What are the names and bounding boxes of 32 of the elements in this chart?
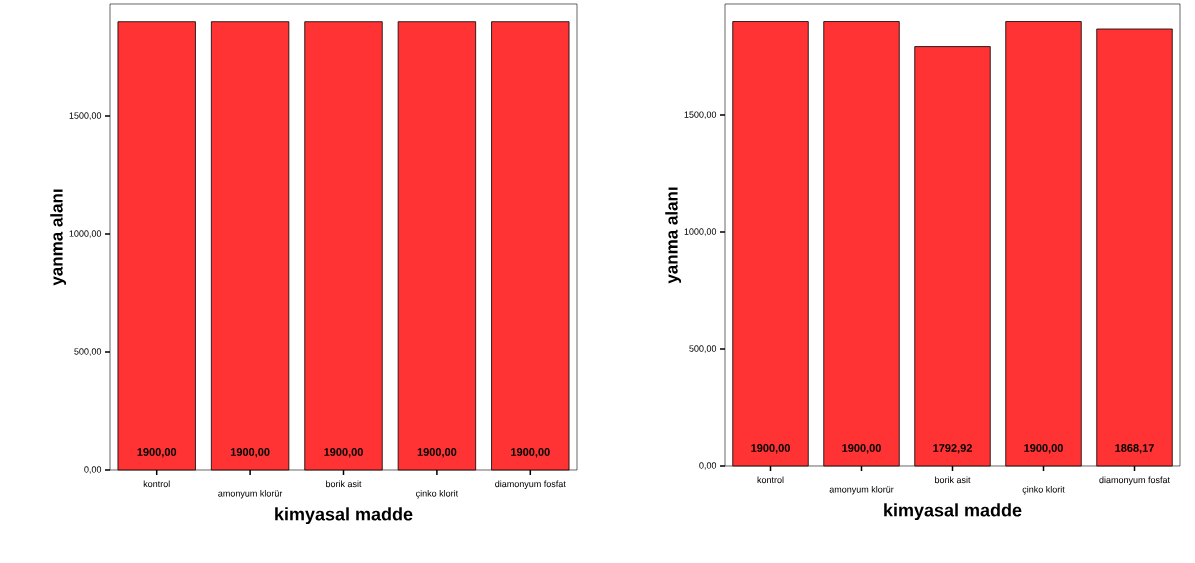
x-tick-label: borik asit (935, 476, 971, 484)
x-axis-title: kimyasal madde (884, 503, 1022, 521)
x-tick-label: diamonyum fosfat (1099, 476, 1170, 485)
x-tick-label: çinko klorit (416, 490, 459, 499)
y-tick-label: 1000,00 (684, 228, 717, 236)
x-tick-label: çinko klorit (1022, 486, 1065, 495)
data-label: 1900,00 (137, 448, 177, 458)
data-label: 1900,00 (1024, 444, 1063, 454)
y-tick-label: 500,00 (74, 348, 102, 356)
data-label: 1792,92 (933, 444, 972, 454)
x-tick-label: amonyum klorür (829, 486, 894, 495)
y-tick-label: 500,00 (689, 345, 717, 353)
y-axis-title: yanma alanı (50, 189, 67, 286)
data-label: 1900,00 (324, 448, 363, 458)
x-tick-label: kontrol (143, 480, 170, 488)
x-tick-label: amonyum klorür (218, 490, 283, 499)
x-tick-label: borik asit (326, 480, 362, 488)
data-label: 1900,00 (230, 448, 270, 458)
x-tick-label: diamonyum fosfat (495, 480, 566, 489)
data-label: 1868,17 (1115, 444, 1154, 454)
y-axis-title: yanma alanı (665, 187, 682, 284)
data-label: 1900,00 (417, 448, 457, 458)
y-tick-label: 0,00 (699, 462, 717, 470)
y-tick-label: 0,00 (84, 466, 102, 474)
data-label: 1900,00 (751, 444, 790, 454)
x-axis-title: kimyasal madde (275, 507, 413, 525)
y-tick-label: 1000,00 (69, 230, 102, 238)
y-tick-label: 1500,00 (69, 112, 102, 120)
x-tick-label: kontrol (757, 476, 784, 484)
y-tick-label: 1500,00 (684, 111, 717, 119)
data-label: 1900,00 (842, 444, 881, 454)
data-label: 1900,00 (511, 448, 550, 458)
